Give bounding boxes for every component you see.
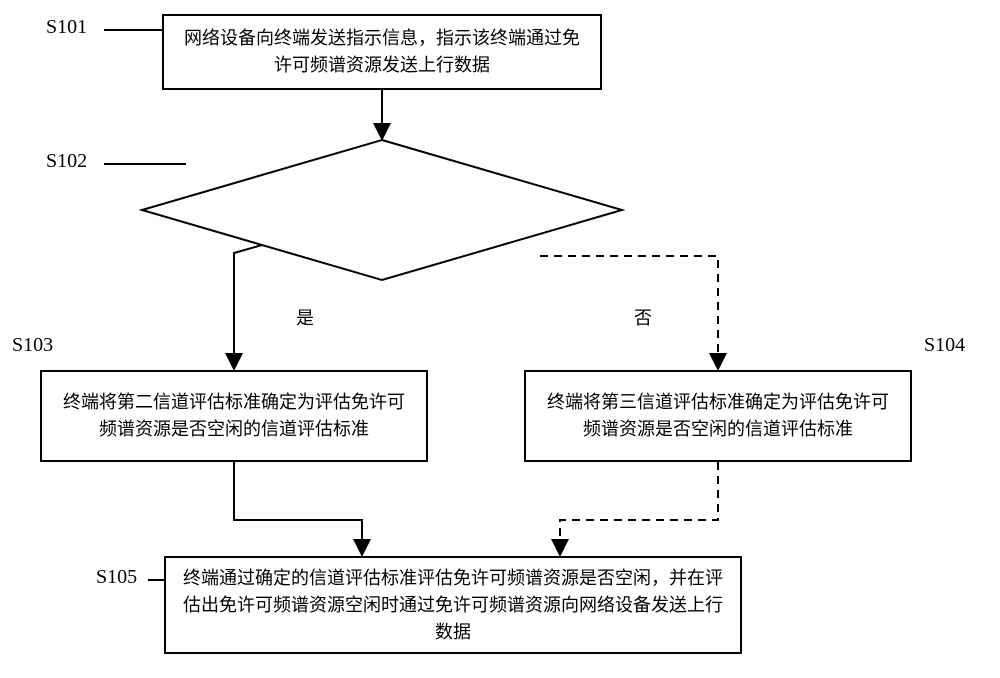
node-s102-line1: 终端在第一预设时间 (192, 165, 572, 192)
node-s101: 网络设备向终端发送指示信息，指示该终端通过免许可频谱资源发送上行数据 (162, 14, 602, 90)
node-s105-text: 终端通过确定的信道评估标准评估免许可频谱资源是否空闲，并在评估出免许可频谱资源空… (180, 565, 726, 646)
node-s101-text: 网络设备向终端发送指示信息，指示该终端通过免许可频谱资源发送上行数据 (178, 25, 586, 79)
node-s103-text: 终端将第二信道评估标准确定为评估免许可频谱资源是否空闲的信道评估标准 (56, 389, 412, 443)
edge-s102-s104 (540, 256, 718, 368)
node-s103: 终端将第二信道评估标准确定为评估免许可频谱资源是否空闲的信道评估标准 (40, 370, 428, 462)
edge-label-no: 否 (634, 304, 652, 330)
node-label-s102: S102 (46, 150, 87, 173)
node-label-s103: S103 (12, 334, 53, 357)
node-s102-text: 终端在第一预设时间 段内基于第一信道评估标准评估免许可 频谱资源是否空闲 (192, 165, 572, 246)
node-label-s104: S104 (924, 334, 965, 357)
node-label-s105: S105 (96, 566, 137, 589)
edge-label-yes: 是 (296, 304, 314, 330)
edge-s102-s103 (234, 245, 262, 368)
node-s105: 终端通过确定的信道评估标准评估免许可频谱资源是否空闲，并在评估出免许可频谱资源空… (164, 556, 742, 654)
edge-s103-s105 (234, 462, 362, 554)
flowchart-canvas: S101 网络设备向终端发送指示信息，指示该终端通过免许可频谱资源发送上行数据 … (0, 0, 1000, 678)
node-s102-line2: 段内基于第一信道评估标准评估免许可 (192, 192, 572, 219)
node-label-s101: S101 (46, 16, 87, 39)
node-s102-line3: 频谱资源是否空闲 (192, 219, 572, 246)
edge-s104-s105 (560, 462, 718, 554)
node-s104: 终端将第三信道评估标准确定为评估免许可频谱资源是否空闲的信道评估标准 (524, 370, 912, 462)
node-s104-text: 终端将第三信道评估标准确定为评估免许可频谱资源是否空闲的信道评估标准 (540, 389, 896, 443)
